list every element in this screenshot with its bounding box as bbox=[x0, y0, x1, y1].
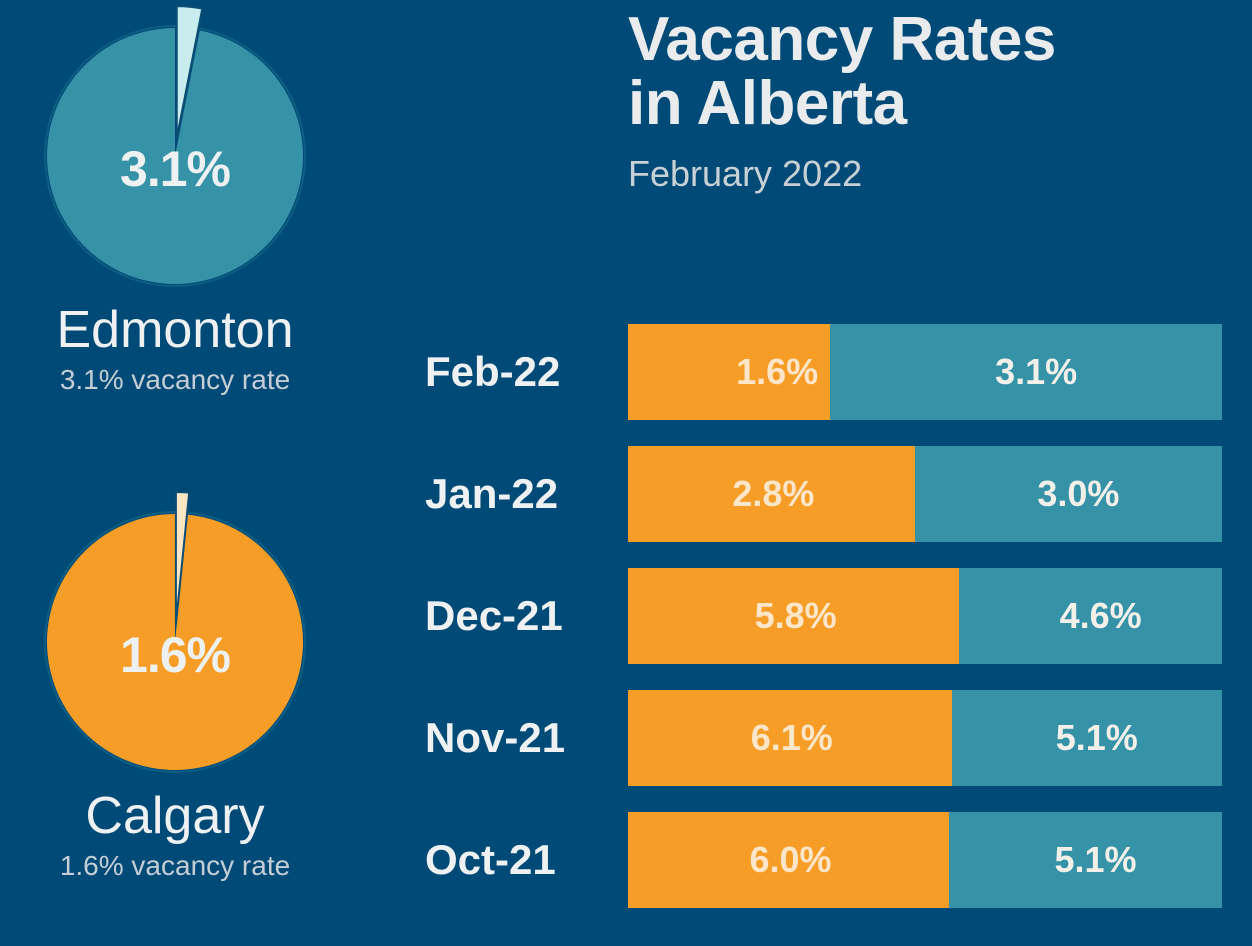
bar-track: 5.8% 4.6% bbox=[628, 568, 1222, 664]
bar-category-label: Jan-22 bbox=[425, 470, 559, 517]
bar-track: 1.6% 3.1% bbox=[628, 324, 1222, 420]
vacancy-bar-chart: Feb-22 1.6% 3.1% Jan-22 2.8% 3.0% Dec-21 5.8% 4.… bbox=[405, 324, 1235, 934]
title-block: Vacancy Rates in Alberta February 2022 bbox=[628, 8, 1228, 194]
page-title-line-1: Vacancy Rates bbox=[628, 5, 1056, 74]
calgary-pie-block: 1.6% Calgary 1.6% vacancy rate bbox=[0, 491, 355, 882]
edmonton-city-caption: 3.1% vacancy rate bbox=[59, 364, 291, 395]
bar-segment-orange: 6.0% bbox=[628, 812, 950, 908]
edmonton-city-name: Edmonton bbox=[56, 301, 294, 359]
bar-category-label: Dec-21 bbox=[425, 592, 563, 639]
bar-segment-teal: 5.1% bbox=[952, 690, 1222, 786]
bar-category-label: Oct-21 bbox=[425, 836, 556, 883]
bar-row: Jan-22 2.8% 3.0% bbox=[405, 446, 1235, 542]
edmonton-pie-occupied-slice bbox=[47, 28, 304, 285]
bar-segment-teal: 4.6% bbox=[959, 568, 1222, 664]
bar-track: 6.1% 5.1% bbox=[628, 690, 1222, 786]
bar-value-label: 4.6% bbox=[1059, 595, 1142, 636]
calgary-pie-value: 1.6% bbox=[120, 627, 231, 683]
edmonton-pie-block: 3.1% Edmonton 3.1% vacancy rate bbox=[0, 5, 355, 396]
page-title-line-2: in Alberta bbox=[628, 69, 907, 138]
bar-segment-teal: 5.1% bbox=[949, 812, 1222, 908]
bar-segment-teal: 3.1% bbox=[830, 324, 1222, 420]
bar-segment-orange: 2.8% bbox=[628, 446, 915, 542]
bar-value-label: 6.1% bbox=[750, 717, 833, 758]
bar-category-label: Nov-21 bbox=[425, 714, 566, 761]
bar-row: Nov-21 6.1% 5.1% bbox=[405, 690, 1235, 786]
bar-value-label: 2.8% bbox=[732, 473, 815, 514]
bar-row: Feb-22 1.6% 3.1% bbox=[405, 324, 1235, 420]
bar-value-label: 5.8% bbox=[754, 595, 837, 636]
calgary-city-name: Calgary bbox=[85, 787, 265, 845]
calgary-pie-chart: 1.6% bbox=[44, 491, 306, 773]
bar-row: Dec-21 5.8% 4.6% bbox=[405, 568, 1235, 664]
edmonton-pie-chart: 3.1% bbox=[44, 5, 306, 287]
calgary-pie-occupied-slice bbox=[46, 514, 303, 770]
bar-segment-orange: 1.6% bbox=[628, 324, 831, 420]
edmonton-pie-value: 3.1% bbox=[120, 141, 231, 197]
bar-value-label: 3.1% bbox=[995, 351, 1078, 392]
bar-track: 6.0% 5.1% bbox=[628, 812, 1222, 908]
bar-category-label: Feb-22 bbox=[425, 348, 561, 395]
edmonton-pie-vacant-slice bbox=[175, 5, 204, 139]
bar-row: Oct-21 6.0% 5.1% bbox=[405, 812, 1235, 908]
bar-segment-orange: 6.1% bbox=[628, 690, 952, 786]
bar-segment-orange: 5.8% bbox=[628, 568, 960, 664]
bar-value-label: 1.6% bbox=[736, 351, 819, 392]
calgary-pie-vacant-slice bbox=[174, 491, 191, 625]
bar-value-label: 3.0% bbox=[1037, 473, 1120, 514]
page-subtitle: February 2022 bbox=[628, 153, 863, 194]
bar-value-label: 5.1% bbox=[1055, 717, 1138, 758]
bar-track: 2.8% 3.0% bbox=[628, 446, 1222, 542]
bar-segment-teal: 3.0% bbox=[915, 446, 1222, 542]
bar-value-label: 6.0% bbox=[749, 839, 832, 880]
bar-value-label: 5.1% bbox=[1054, 839, 1137, 880]
calgary-city-caption: 1.6% vacancy rate bbox=[59, 850, 291, 881]
